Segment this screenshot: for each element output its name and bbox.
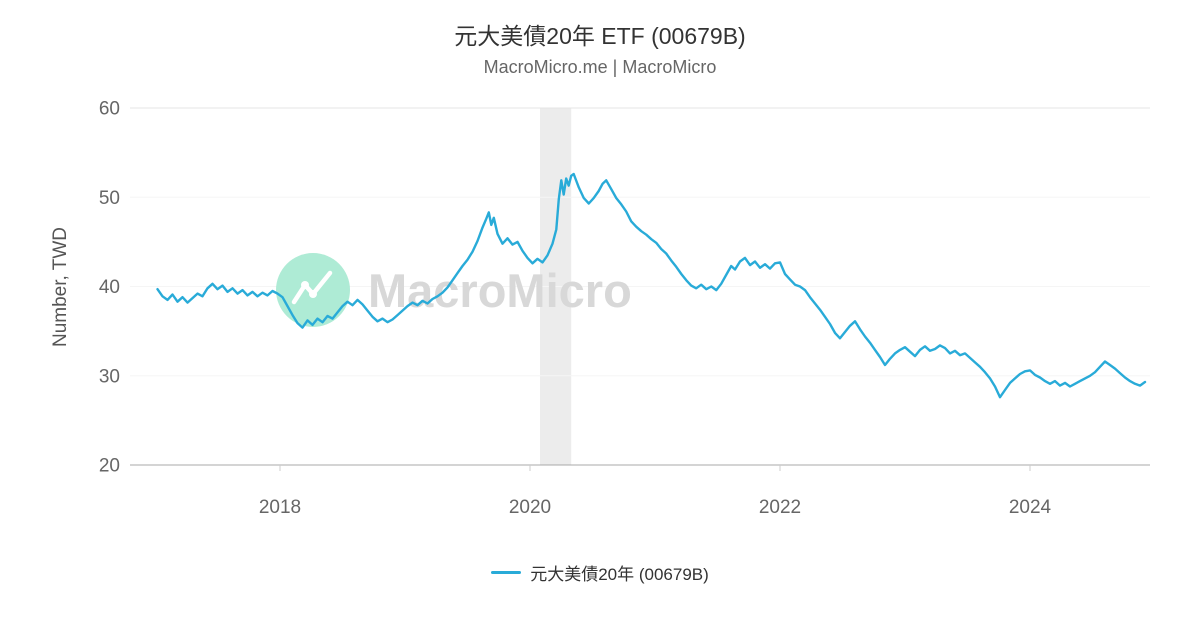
grid-layer [130,107,1150,377]
y-tick-label: 50 [99,188,120,209]
watermark-text: MacroMicro [368,264,632,317]
legend-line-marker [491,571,522,574]
x-tick-label: 2020 [509,497,551,518]
y-tick-label: 40 [99,277,120,298]
axis-layer: 20 30 40 50 60 2018 2020 2022 2024 [99,99,1150,518]
watermark-logo-dot [301,281,309,289]
legend-item[interactable]: 元大美債20年 (00679B) [491,560,709,585]
y-tick-label: 30 [99,366,120,387]
series-layer [156,172,1147,399]
y-axis-title: Number, TWD [50,227,71,347]
chart-title: 元大美債20年 ETF (00679B) [454,23,746,49]
y-tick-label: 20 [99,456,120,477]
watermark-logo-dot [309,290,317,298]
x-tick-label: 2024 [1009,497,1052,518]
macromicro-watermark: MacroMicro [276,253,632,327]
watermark-logo-chartline-icon [291,270,333,305]
legend-label: 元大美債20年 (00679B) [530,565,709,584]
y-tick-label: 60 [99,99,120,120]
x-tick-label: 2022 [759,497,801,518]
x-tick-label: 2018 [259,497,301,518]
chart-subtitle: MacroMicro.me | MacroMicro [483,57,717,77]
price-line [156,172,1147,399]
legend: 元大美債20年 (00679B) [0,560,1200,585]
